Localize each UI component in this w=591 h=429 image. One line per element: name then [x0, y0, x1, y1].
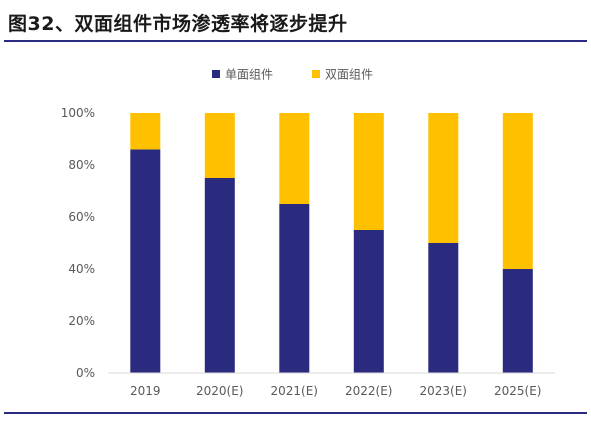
x-tick-label: 2022(E)	[345, 384, 392, 398]
bar-segment-2	[204, 113, 235, 178]
x-tick-label: 2025(E)	[494, 384, 541, 398]
legend-label-2: 双面组件	[325, 68, 373, 82]
bar-segment-2	[279, 113, 310, 204]
x-tick-label: 2021(E)	[271, 384, 318, 398]
x-tick-label: 2019	[130, 384, 161, 398]
y-tick-label: 20%	[68, 314, 95, 328]
legend-swatch-2	[312, 70, 320, 78]
y-tick-label: 40%	[68, 262, 95, 276]
bar-segment-1	[502, 269, 533, 373]
legend-label-1: 单面组件	[225, 68, 273, 82]
x-tick-label: 2020(E)	[196, 384, 243, 398]
bar-segment-1	[428, 243, 459, 373]
bar-segment-1	[279, 204, 310, 373]
bar-segment-2	[502, 113, 533, 269]
bar-segment-1	[353, 230, 384, 373]
legend-swatch-1	[212, 70, 220, 78]
y-tick-label: 80%	[68, 158, 95, 172]
bar-segment-1	[204, 178, 235, 373]
figure-title: 图32、双面组件市场渗透率将逐步提升	[8, 13, 348, 35]
bar-segment-1	[130, 149, 161, 373]
y-tick-label: 100%	[61, 106, 95, 120]
bar-segment-2	[428, 113, 459, 243]
y-tick-label: 0%	[76, 366, 95, 380]
x-tick-label: 2023(E)	[420, 384, 467, 398]
bar-segment-2	[130, 113, 161, 150]
title-rule	[4, 40, 587, 42]
y-tick-label: 60%	[68, 210, 95, 224]
bottom-rule	[4, 412, 587, 414]
bar-segment-2	[353, 113, 384, 230]
